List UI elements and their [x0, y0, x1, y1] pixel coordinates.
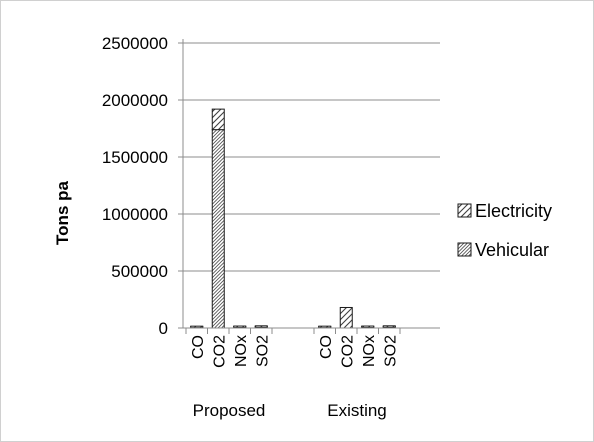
legend-label: Vehicular [475, 240, 549, 260]
bar-electricity-nox [361, 325, 375, 329]
group-label-existing: Existing [327, 401, 387, 420]
y-tick-label: 2500000 [102, 34, 168, 53]
bar-vehicular-co2 [211, 129, 225, 329]
bar-electricity-co [190, 325, 204, 329]
x-tick-label: NOx [361, 335, 378, 367]
y-tick-labels: 0 500000 1000000 1500000 2000000 2500000 [102, 34, 168, 338]
y-tick-label: 500000 [111, 262, 168, 281]
bar-electricity-so2 [382, 325, 396, 328]
legend-swatch [457, 242, 472, 257]
x-tick-label: CO [318, 335, 335, 359]
legend-item-electricity: Electricity [457, 201, 552, 221]
axes [178, 39, 440, 334]
x-tick-label: SO2 [382, 335, 399, 367]
x-tick-labels: CO CO2 NOx SO2 CO CO2 NOx SO2 [190, 335, 400, 368]
y-tick-label: 1500000 [102, 148, 168, 167]
bars [190, 108, 396, 329]
gridlines [183, 42, 440, 272]
x-tick-label: CO2 [339, 335, 356, 368]
legend-item-vehicular: Vehicular [457, 240, 549, 260]
x-tick-label: SO2 [254, 335, 271, 367]
bar-electricity-so2 [254, 325, 268, 328]
x-tick-label: CO [190, 335, 207, 359]
y-axis-label: Tons pa [53, 181, 72, 245]
y-tick-label: 0 [159, 319, 168, 338]
legend-swatch [457, 203, 472, 218]
y-tick-label: 2000000 [102, 91, 168, 110]
legend-label: Electricity [475, 201, 552, 221]
group-labels: Proposed Existing [193, 401, 387, 420]
bar-electricity-co [318, 325, 332, 329]
x-tick-label: CO2 [211, 335, 228, 368]
group-label-proposed: Proposed [193, 401, 266, 420]
x-tick-label: NOx [233, 335, 250, 367]
bar-electricity-co2 [211, 108, 225, 131]
bar-electricity-nox [233, 325, 247, 329]
bar-electricity-co2 [339, 306, 353, 329]
legend: Electricity Vehicular [457, 201, 552, 260]
y-tick-label: 1000000 [102, 205, 168, 224]
